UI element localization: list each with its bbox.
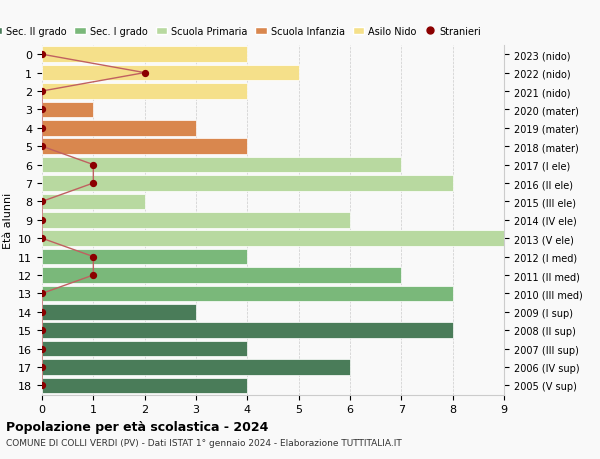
- Point: [37, 88, 47, 95]
- Text: Popolazione per età scolastica - 2024: Popolazione per età scolastica - 2024: [6, 420, 268, 433]
- Bar: [42, 176, 452, 191]
- Point: [37, 235, 47, 242]
- Point: [37, 382, 47, 389]
- Bar: [42, 102, 94, 118]
- Bar: [42, 231, 504, 246]
- Point: [37, 327, 47, 334]
- Bar: [42, 359, 350, 375]
- Bar: [42, 323, 452, 338]
- Point: [89, 272, 98, 279]
- Point: [89, 253, 98, 261]
- Legend: Sec. II grado, Sec. I grado, Scuola Primaria, Scuola Infanzia, Asilo Nido, Stran: Sec. II grado, Sec. I grado, Scuola Prim…: [0, 23, 485, 40]
- Point: [37, 198, 47, 206]
- Bar: [42, 341, 247, 357]
- Point: [89, 180, 98, 187]
- Point: [37, 106, 47, 114]
- Bar: [42, 121, 196, 136]
- Bar: [42, 286, 452, 302]
- Point: [89, 162, 98, 169]
- Point: [37, 308, 47, 316]
- Bar: [42, 66, 299, 81]
- Bar: [42, 194, 145, 210]
- Point: [37, 217, 47, 224]
- Bar: [42, 47, 247, 63]
- Y-axis label: Età alunni: Età alunni: [2, 192, 13, 248]
- Bar: [42, 249, 247, 265]
- Point: [37, 143, 47, 151]
- Bar: [42, 213, 350, 228]
- Point: [37, 364, 47, 371]
- Y-axis label: Anni di nascita: Anni di nascita: [599, 179, 600, 262]
- Point: [140, 70, 149, 77]
- Point: [37, 125, 47, 132]
- Text: COMUNE DI COLLI VERDI (PV) - Dati ISTAT 1° gennaio 2024 - Elaborazione TUTTITALI: COMUNE DI COLLI VERDI (PV) - Dati ISTAT …: [6, 438, 402, 448]
- Bar: [42, 84, 247, 100]
- Bar: [42, 378, 247, 393]
- Bar: [42, 304, 196, 320]
- Bar: [42, 139, 247, 155]
- Point: [37, 345, 47, 353]
- Bar: [42, 268, 401, 283]
- Point: [37, 290, 47, 297]
- Bar: [42, 157, 401, 173]
- Point: [37, 51, 47, 59]
